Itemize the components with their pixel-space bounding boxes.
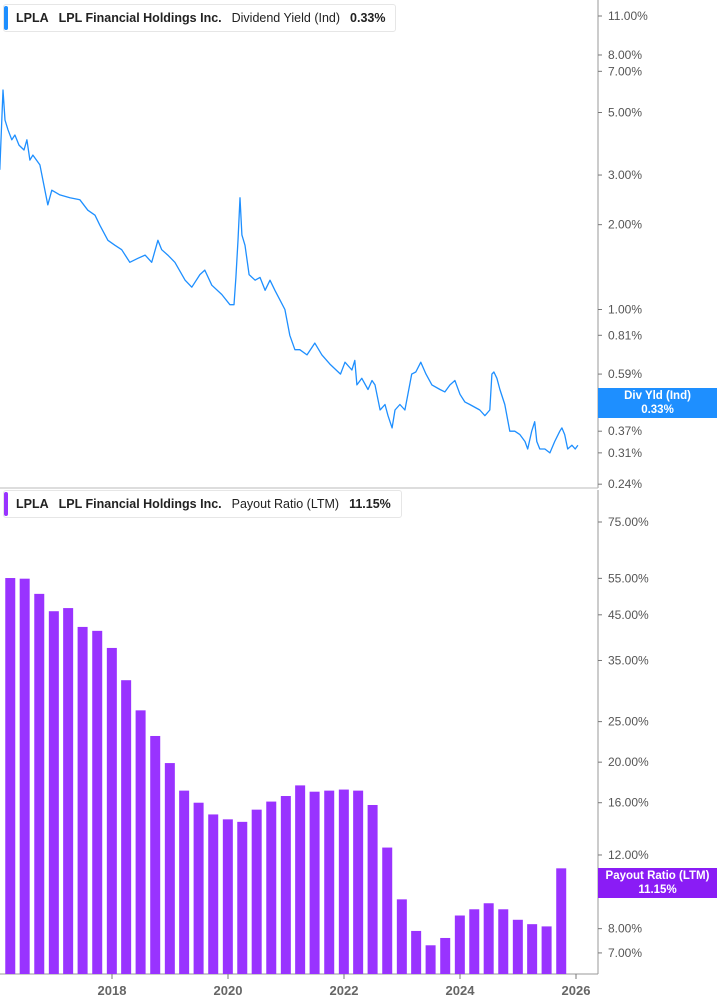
y-tick-label: 55.00% [608,571,649,585]
legend-ticker: LPLA [16,497,49,511]
payout-bar [309,791,320,974]
y-tick-label: 0.24% [608,477,642,491]
y-tick-label: 7.00% [608,946,642,960]
payout-bar [135,710,146,974]
payout-bar [19,578,30,974]
x-tick-label: 2024 [446,983,476,998]
legend-metric: Dividend Yield (Ind) [231,11,341,25]
payout-bar [251,809,262,974]
payout-bar [512,919,523,974]
payout-bar [353,790,364,974]
payout-bar [164,763,175,974]
payout-bar [338,789,349,974]
payout-bar [222,819,233,974]
y-tick-label: 1.00% [608,303,642,317]
payout-bar [396,899,407,974]
y-tick-label: 35.00% [608,653,649,667]
payout-bar [106,647,117,974]
payout-bar [179,790,190,974]
payout-bar [527,924,538,974]
payout-bar [440,937,451,974]
legend-company: LPL Financial Holdings Inc. [58,11,222,25]
y-tick-label: 25.00% [608,715,649,729]
payout-bar [469,909,480,974]
badge-value: 11.15% [638,884,677,896]
y-tick-label: 8.00% [608,922,642,936]
payout-bar [48,611,59,974]
payout-bar [483,903,494,974]
y-tick-label: 11.00% [608,9,648,23]
payout-bar [295,785,306,974]
dividend-yield-badge: Div Yld (Ind) 0.33% [598,388,717,418]
legend-value: 11.15% [349,497,391,511]
series-color-marker [4,492,8,516]
payout-bar [193,802,204,974]
payout-bar [541,926,552,974]
payout-bar [556,868,567,974]
badge-label: Payout Ratio (LTM) [605,870,710,882]
x-tick-label: 2018 [98,983,127,998]
series-color-marker [4,6,8,30]
payout-bar [266,801,277,974]
payout-bar [150,735,161,974]
dividend-yield-legend[interactable]: LPLA LPL Financial Holdings Inc. Dividen… [3,4,397,32]
x-tick-label: 2026 [562,983,591,998]
payout-ratio-pane: 75.00% 55.00% 45.00% 35.00% 25.00% 20.00% 16.0… [0,490,649,998]
payout-bar [324,790,335,974]
payout-bar [425,945,436,974]
payout-bar [92,630,103,974]
payout-ratio-legend[interactable]: LPLA LPL Financial Holdings Inc. Payout … [3,490,402,518]
y-tick-label: 0.59% [608,367,642,381]
x-tick-label: 2022 [330,983,359,998]
payout-bar [367,804,378,974]
legend-ticker: LPLA [16,11,49,25]
payout-bar [382,847,393,974]
y-tick-label: 0.31% [608,446,642,460]
payout-bar [454,915,465,974]
payout-bar [5,578,16,974]
y-tick-label: 3.00% [608,168,642,182]
y-tick-label: 5.00% [608,106,642,120]
dividend-yield-pane: 11.00% 8.00% 7.00% 5.00% 3.00% 2.00% 1.00% 0.81… [0,0,648,491]
y-tick-label: 20.00% [608,755,649,769]
payout-bar [208,814,219,974]
y-tick-label: 16.00% [608,796,649,810]
y-tick-label: 45.00% [608,608,649,622]
y-tick-label: 0.37% [608,424,642,438]
legend-company: LPL Financial Holdings Inc. [58,497,222,511]
payout-bar [237,821,248,974]
y-tick-label: 7.00% [608,64,642,78]
payout-bar [411,930,422,974]
legend-metric: Payout Ratio (LTM) [231,497,340,511]
badge-value: 0.33% [641,404,674,416]
payout-bar [121,680,132,974]
y-tick-label: 75.00% [608,515,649,529]
payout-bar [498,909,509,974]
payout-ratio-badge: Payout Ratio (LTM) 11.15% [598,868,717,898]
legend-value: 0.33% [350,11,386,25]
y-tick-label: 12.00% [608,848,649,862]
badge-label: Div Yld (Ind) [624,390,691,402]
x-tick-label: 2020 [214,983,243,998]
payout-bar [63,608,74,974]
payout-bar [280,796,291,974]
y-tick-label: 0.81% [608,328,642,342]
payout-bar [34,593,45,974]
dividend-yield-line [0,89,579,454]
y-tick-label: 2.00% [608,218,642,232]
payout-bar [77,626,88,974]
y-tick-label: 8.00% [608,48,642,62]
